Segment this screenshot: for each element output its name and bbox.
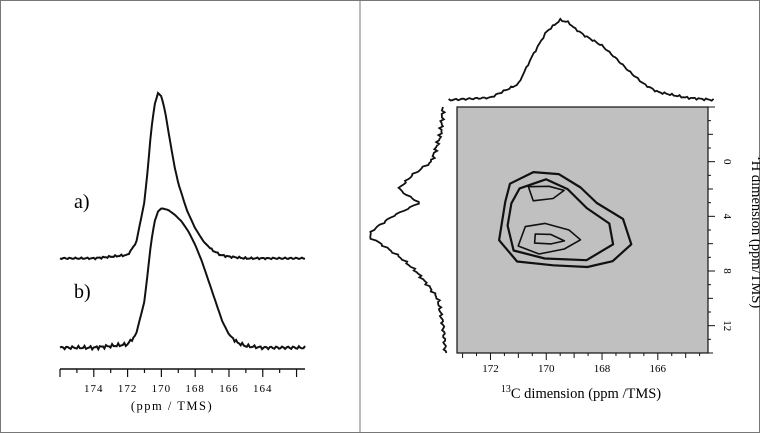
- left-x-tick-label: 164: [253, 383, 273, 395]
- contour-line: [498, 171, 633, 269]
- contour-lines: [498, 171, 633, 269]
- right-panel: 172 170 168 166 0 4 8 12 13C dimension (ppm /T…: [369, 17, 760, 402]
- contour-line: [517, 222, 582, 255]
- contour-line: [506, 178, 615, 262]
- right-y-ticks: 0 4 8 12: [708, 106, 733, 354]
- contour-plot-area: [456, 106, 709, 354]
- series-label-b: b): [74, 281, 91, 303]
- left-x-tick-label: 166: [219, 383, 239, 395]
- right-y-label: 1H dimension (ppm/TMS): [748, 156, 760, 309]
- top-projection-line: [448, 17, 715, 102]
- right-y-tick-label: 12: [721, 320, 733, 331]
- right-y-tick-label: 4: [721, 214, 733, 220]
- right-x-tick-label: 170: [538, 363, 555, 375]
- contour-line: [527, 185, 565, 202]
- left-x-tick-label: 174: [84, 383, 104, 395]
- series-line-b: [59, 207, 306, 352]
- right-y-tick-label: 8: [721, 268, 733, 274]
- right-y-label-text: H dimension (ppm/TMS): [748, 161, 760, 309]
- left-panel: a) b) 174 172 170 168 166 164 (ppm / TMS): [59, 91, 306, 413]
- series-line-a: [59, 91, 306, 261]
- left-x-tick-label: 172: [118, 383, 138, 395]
- right-y-label-superscript: 1: [755, 156, 760, 161]
- left-projection-line: [369, 106, 448, 354]
- left-x-label: (ppm / TMS): [131, 399, 213, 413]
- series-label-a: a): [74, 191, 90, 213]
- right-x-tick-label: 172: [482, 363, 499, 375]
- right-x-label-superscript: 13: [501, 384, 511, 395]
- right-x-tick-label: 166: [650, 363, 667, 375]
- left-x-tick-label: 168: [185, 383, 205, 395]
- right-y-tick-label: 0: [721, 159, 733, 165]
- left-x-tick-label: 170: [152, 383, 172, 395]
- left-x-ticks: 174 172 170 168 166 164: [59, 369, 298, 395]
- right-x-label: 13C dimension (ppm /TMS): [501, 384, 661, 402]
- right-x-ticks: 172 170 168 166: [462, 353, 701, 375]
- contour-line: [533, 233, 566, 245]
- right-x-label-text: C dimension (ppm /TMS): [511, 386, 661, 402]
- right-x-tick-label: 168: [594, 363, 611, 375]
